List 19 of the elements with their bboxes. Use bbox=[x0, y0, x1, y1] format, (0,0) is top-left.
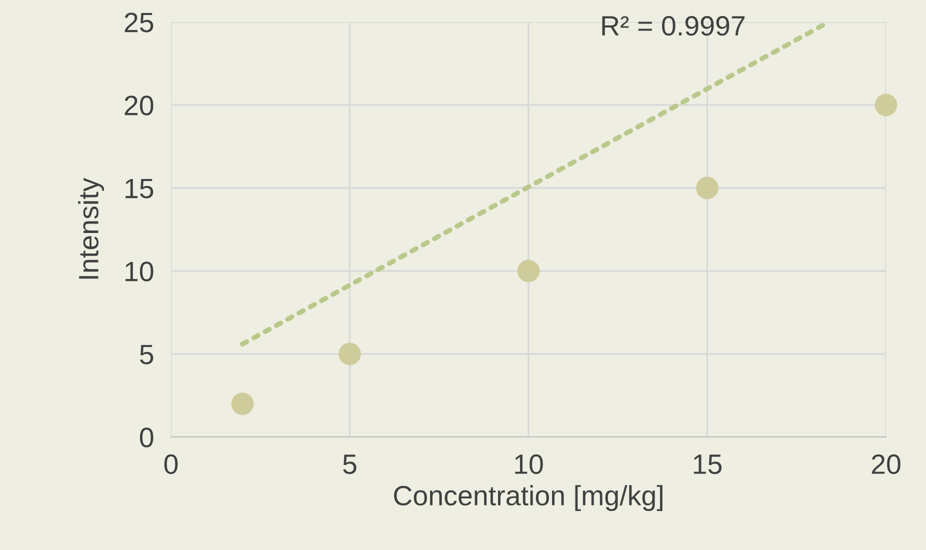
y-tick-label: 0 bbox=[140, 428, 154, 448]
annotation: R² = 0.9997 bbox=[602, 16, 745, 36]
y-tick-label: 15 bbox=[126, 178, 154, 198]
y-tick-label: 10 bbox=[126, 262, 154, 282]
point bbox=[338, 342, 361, 366]
x-tick-label: 20 bbox=[872, 454, 900, 474]
x-tick-label: 15 bbox=[694, 454, 722, 474]
point bbox=[696, 176, 718, 200]
point bbox=[874, 94, 898, 116]
x-axis-title: Concentration [mg/kg] bbox=[394, 485, 662, 512]
y-axis-title: Intensity bbox=[78, 178, 104, 279]
point bbox=[231, 392, 254, 415]
y-tick-label: 25 bbox=[124, 12, 154, 32]
y-tick-label: 5 bbox=[140, 344, 154, 364]
x-tick-label: 5 bbox=[343, 454, 356, 474]
x-tick-label: 10 bbox=[515, 454, 543, 474]
x-tick-label: 0 bbox=[164, 454, 178, 474]
point bbox=[517, 260, 540, 282]
y-tick-label: 20 bbox=[124, 96, 154, 116]
